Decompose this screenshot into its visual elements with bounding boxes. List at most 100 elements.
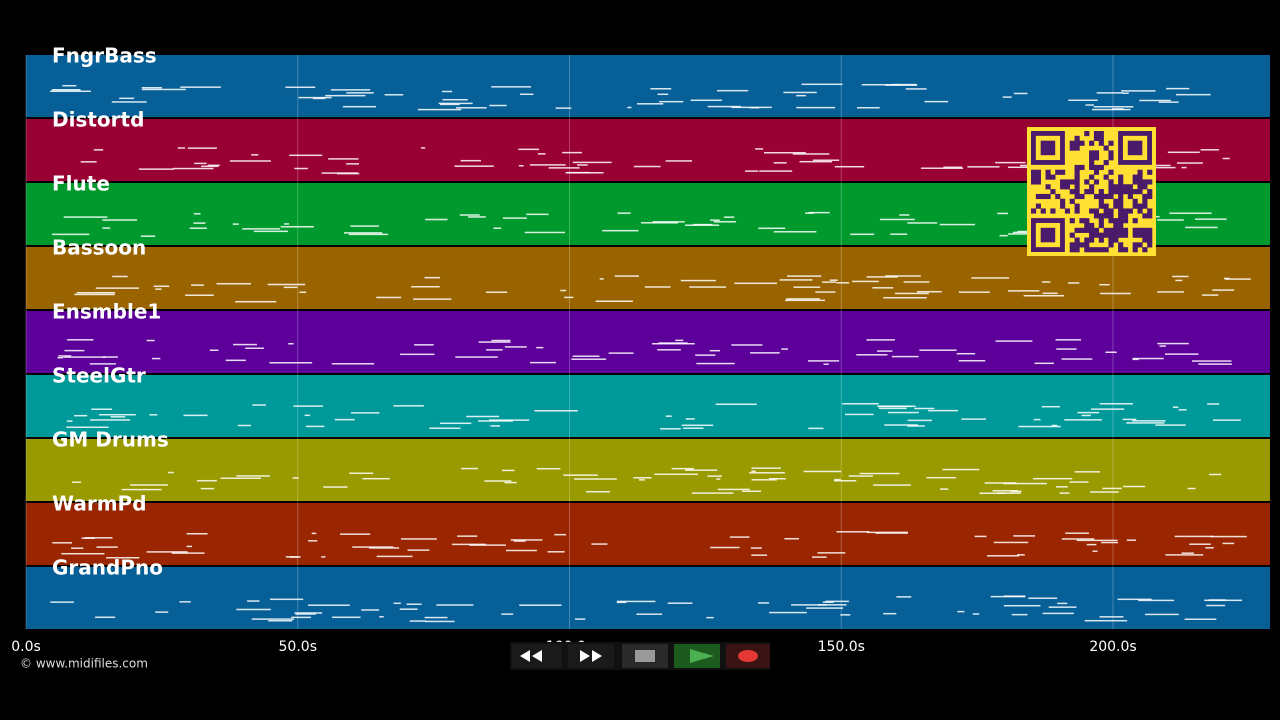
qr-cell [1098,213,1104,219]
note [887,411,919,414]
note [1012,231,1036,234]
note [289,154,323,157]
rewind-button[interactable] [512,644,562,668]
note [979,492,1007,494]
qr-cell [1084,218,1090,224]
note [269,362,313,364]
note [393,602,401,605]
note [74,414,88,417]
tick-label: 150.0s [818,639,865,655]
qr-cell [1074,164,1080,171]
note [138,168,174,170]
qr-cell [1060,203,1066,209]
qr-cell [1113,237,1119,243]
note [414,344,434,346]
note [332,616,361,619]
qr-finder [1127,140,1143,156]
note [141,88,186,91]
note [57,356,64,359]
qr-cell [1074,237,1080,243]
qr-cell [1089,247,1095,253]
qr-cell [1142,193,1148,200]
note [295,613,316,615]
note [731,344,763,346]
note [50,601,74,603]
qr-cell [1074,208,1080,214]
note [130,484,168,486]
note [958,291,990,293]
note [112,275,128,278]
note [836,282,850,284]
note [98,413,136,416]
note [675,339,684,342]
note [572,161,612,164]
qr-cell [1093,179,1100,185]
note [1065,532,1090,534]
note [1092,550,1098,552]
qr-cell [1093,135,1100,141]
note [928,409,959,412]
note [892,83,917,86]
note [840,614,851,616]
qr-cell [1118,222,1124,229]
note [461,467,478,470]
note [489,419,530,421]
note [155,288,162,290]
note [1099,616,1124,618]
note [401,538,437,540]
note [1126,422,1165,424]
note [325,94,366,97]
note [140,235,156,237]
qr-cell [1132,189,1138,195]
note [1123,485,1146,488]
qr-cell [1069,145,1075,151]
note [95,616,116,619]
qr-cell [1035,193,1041,200]
note [485,291,508,294]
note [519,604,562,606]
note [783,91,817,94]
play-button[interactable] [674,644,720,668]
qr-cell [1108,213,1114,219]
note [1185,226,1218,229]
note [659,100,684,103]
qr-cell [1118,184,1124,190]
note [252,404,266,406]
record-button[interactable] [726,644,770,668]
note [305,425,325,428]
forward-button[interactable] [568,644,614,668]
note [1102,487,1122,490]
track-band [26,55,1270,117]
qr-cell [1137,227,1143,233]
note [66,426,109,428]
note [823,363,829,365]
track-label: GM Drums [52,428,169,452]
note [657,93,669,96]
qr-cell [1142,232,1148,238]
track-band [26,567,1270,629]
note [89,363,116,365]
qr-cell [1098,135,1104,141]
note [237,424,251,427]
qr-cell [1064,208,1071,214]
qr-cell [1098,193,1104,200]
note [683,427,704,429]
note [417,108,462,111]
note [769,611,807,614]
qr-cell [1147,179,1153,185]
note [1069,481,1089,483]
note [63,216,108,218]
tick-label: 50.0s [279,639,317,655]
note [971,277,1010,279]
note [526,213,549,216]
note [1059,492,1070,494]
note [1003,595,1026,597]
note [627,106,632,109]
qr-cell [1127,193,1133,200]
notes [50,83,1251,623]
note [349,472,374,475]
qr-cell [1147,242,1153,248]
note [554,533,567,536]
note [616,601,627,604]
stop-button[interactable] [622,644,668,668]
